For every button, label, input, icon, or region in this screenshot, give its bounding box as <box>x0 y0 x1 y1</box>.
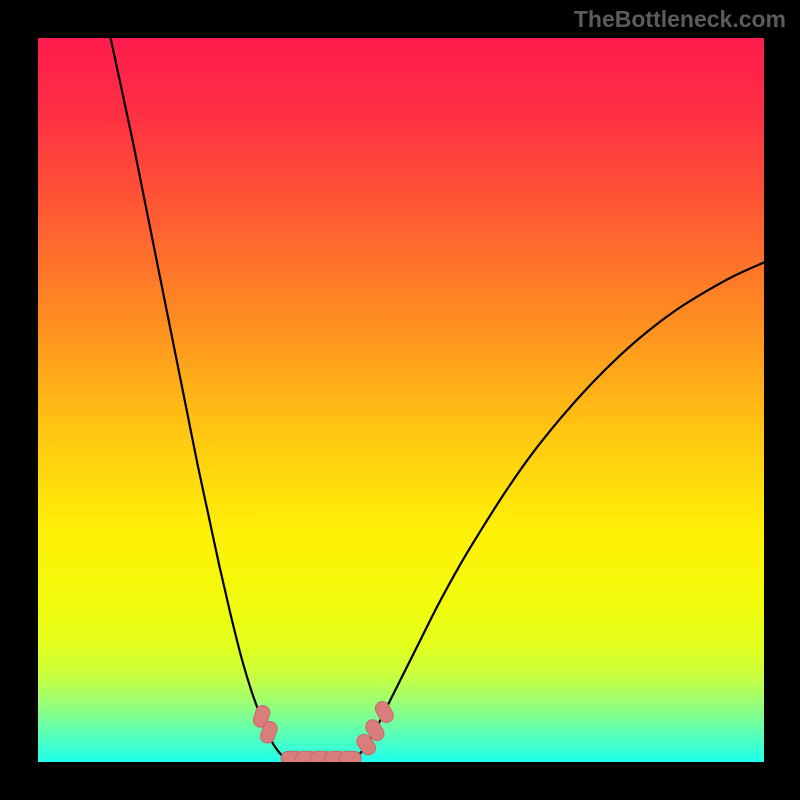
watermark: TheBottleneck.com <box>574 6 786 33</box>
chart-container: TheBottleneck.com <box>0 0 800 800</box>
plot-svg <box>38 38 764 762</box>
plot-area <box>38 38 764 762</box>
curve-marker <box>339 751 361 762</box>
watermark-text: TheBottleneck.com <box>574 6 786 32</box>
gradient-background <box>38 38 764 762</box>
